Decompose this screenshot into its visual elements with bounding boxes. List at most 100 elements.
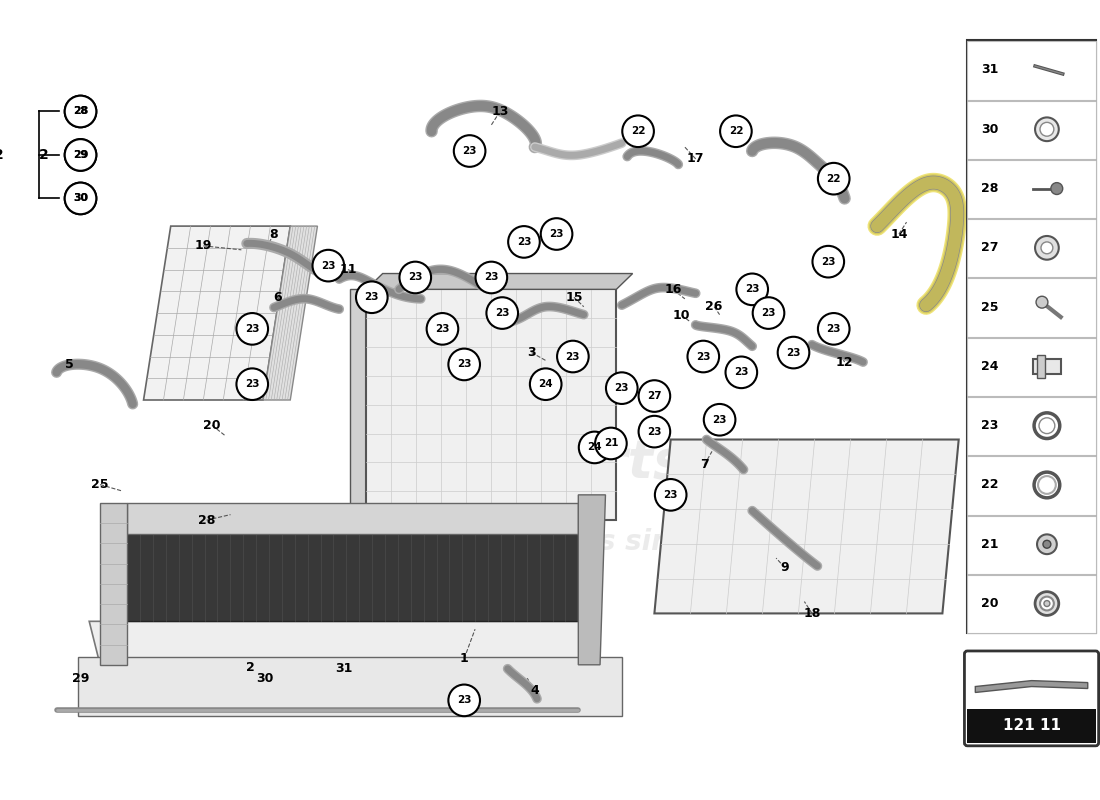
Text: 23: 23 (981, 419, 999, 432)
Text: 23: 23 (565, 351, 580, 362)
Text: 31: 31 (334, 662, 352, 675)
Polygon shape (976, 681, 1088, 693)
Polygon shape (263, 226, 318, 400)
Text: 23: 23 (436, 324, 450, 334)
Text: 22: 22 (981, 478, 999, 491)
Text: 24: 24 (538, 379, 553, 389)
Circle shape (65, 139, 97, 170)
Circle shape (356, 282, 387, 313)
Text: 30: 30 (981, 122, 999, 136)
Bar (967, 709, 1096, 743)
Circle shape (449, 685, 480, 716)
Circle shape (752, 298, 784, 329)
Circle shape (427, 313, 459, 345)
Circle shape (1035, 592, 1059, 615)
Bar (1033, 358, 1060, 374)
Text: 15: 15 (565, 290, 583, 304)
Text: 24: 24 (981, 360, 999, 373)
Text: 23: 23 (761, 308, 776, 318)
Text: 23: 23 (821, 257, 836, 266)
Circle shape (1035, 118, 1059, 141)
Circle shape (399, 262, 431, 294)
Polygon shape (366, 290, 616, 520)
Bar (967, 575, 1096, 633)
Text: 23: 23 (408, 273, 422, 282)
Text: 5: 5 (65, 358, 74, 371)
Text: 16: 16 (664, 283, 682, 296)
Circle shape (236, 368, 268, 400)
Bar (967, 42, 1096, 100)
Text: 23: 23 (245, 324, 260, 334)
Bar (1037, 354, 1045, 378)
Text: 8: 8 (270, 227, 278, 241)
Text: 121 11: 121 11 (1002, 718, 1060, 734)
Text: 20: 20 (981, 597, 999, 610)
Text: 23: 23 (484, 273, 498, 282)
Text: 23: 23 (745, 284, 759, 294)
Text: 29: 29 (72, 672, 89, 685)
Polygon shape (78, 657, 622, 716)
Circle shape (639, 416, 670, 447)
Text: Carparts: Carparts (428, 438, 685, 490)
Circle shape (475, 262, 507, 294)
Circle shape (726, 357, 757, 388)
Bar (967, 338, 1096, 396)
Text: 17: 17 (686, 153, 704, 166)
Text: 30: 30 (74, 194, 88, 203)
Polygon shape (654, 439, 959, 614)
Bar (967, 160, 1096, 218)
Circle shape (236, 313, 268, 345)
Circle shape (508, 226, 540, 258)
Text: 7: 7 (700, 458, 708, 471)
Text: 3: 3 (527, 346, 536, 359)
Circle shape (736, 274, 768, 305)
Text: 23: 23 (245, 379, 260, 389)
Circle shape (541, 218, 572, 250)
Text: 28: 28 (981, 182, 999, 195)
Circle shape (1043, 540, 1050, 548)
Circle shape (454, 135, 485, 167)
Circle shape (623, 115, 653, 147)
Bar (967, 278, 1096, 337)
Circle shape (65, 96, 97, 127)
Text: 4: 4 (530, 684, 539, 698)
Text: 23: 23 (663, 490, 678, 500)
Text: 20: 20 (204, 418, 221, 432)
Text: 2: 2 (39, 148, 48, 162)
Text: 1: 1 (460, 652, 469, 665)
Text: 28: 28 (198, 514, 216, 526)
Circle shape (486, 298, 518, 329)
Text: 27: 27 (981, 242, 999, 254)
Polygon shape (89, 622, 600, 665)
Text: 23: 23 (517, 237, 531, 247)
Text: 23: 23 (456, 359, 472, 370)
Text: 23: 23 (713, 414, 727, 425)
Text: 14: 14 (890, 227, 908, 241)
Text: 23: 23 (696, 351, 711, 362)
Circle shape (65, 182, 97, 214)
Text: 19: 19 (195, 239, 212, 252)
Text: 2: 2 (0, 148, 4, 162)
Text: 23: 23 (364, 292, 380, 302)
Circle shape (1050, 182, 1063, 194)
Circle shape (720, 115, 751, 147)
Circle shape (530, 368, 561, 400)
Bar (967, 40, 1096, 633)
Bar (967, 456, 1096, 514)
Text: 23: 23 (456, 695, 472, 706)
Circle shape (449, 349, 480, 380)
Bar (967, 516, 1096, 574)
Circle shape (778, 337, 810, 368)
Text: 21: 21 (981, 538, 999, 550)
Circle shape (813, 246, 844, 278)
Text: 2: 2 (245, 661, 254, 674)
Circle shape (1040, 597, 1054, 610)
Polygon shape (100, 502, 128, 665)
Circle shape (1037, 534, 1057, 554)
Text: 23: 23 (321, 261, 336, 270)
Text: 26: 26 (705, 300, 723, 314)
Circle shape (704, 404, 736, 435)
Circle shape (1036, 296, 1048, 308)
Text: 6: 6 (273, 290, 282, 304)
Polygon shape (128, 502, 579, 534)
